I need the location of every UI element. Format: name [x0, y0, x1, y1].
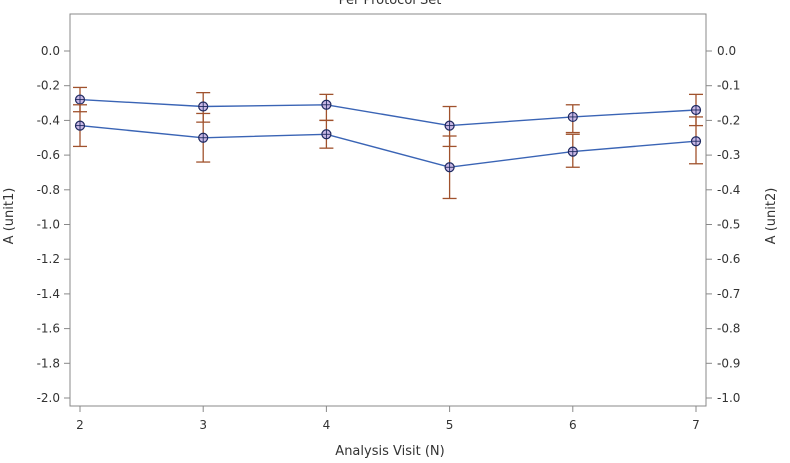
left-axis: 0.0 -0.2 -0.4 -0.6 -0.8 -1.0 -1.2 -1.4 -1.6 -1.8 -… [37, 44, 70, 405]
right-tick-label: -0.1 [717, 79, 740, 93]
right-axis: 0.0 -0.1 -0.2 -0.3 -0.4 -0.5 -0.6 -0.7 -0.8 -0.9 -… [706, 44, 740, 405]
left-tick-label: -0.6 [37, 148, 60, 162]
right-tick-label: -0.4 [717, 183, 740, 197]
right-tick-label: -0.5 [717, 218, 740, 232]
chart-title: Per Protocol Set [339, 0, 442, 8]
data-point [444, 120, 455, 131]
left-tick-label: -0.8 [37, 183, 60, 197]
data-point [321, 99, 332, 110]
left-tick-label: -1.6 [37, 322, 60, 336]
right-tick-label: -0.6 [717, 252, 740, 266]
right-tick-label: 0.0 [717, 44, 736, 58]
left-tick-label: 0.0 [41, 44, 60, 58]
left-tick-label: -1.2 [37, 252, 60, 266]
data-point [74, 120, 86, 131]
data-point [74, 94, 86, 105]
data-point [198, 101, 209, 112]
left-tick-label: -1.8 [37, 356, 60, 370]
x-axis: 2 3 4 5 6 7 [76, 406, 700, 432]
x-tick-label: 7 [692, 418, 700, 432]
series-line [79, 98, 697, 127]
x-tick-label: 5 [446, 418, 454, 432]
x-tick-label: 4 [323, 418, 331, 432]
right-tick-label: -0.8 [717, 322, 740, 336]
left-tick-label: -0.2 [37, 79, 60, 93]
series-line [79, 124, 697, 168]
data-point [567, 146, 578, 157]
y-axis-label-left: A (unit1) [2, 188, 17, 245]
right-tick-label: -0.3 [717, 148, 740, 162]
data-point [690, 136, 702, 147]
x-tick-label: 2 [76, 418, 84, 432]
data-point [567, 111, 578, 123]
series-2 [73, 104, 703, 200]
left-tick-label: -1.0 [37, 218, 60, 232]
plot-area [69, 13, 707, 407]
data-point [321, 129, 332, 140]
right-tick-label: -1.0 [717, 391, 740, 405]
data-point [198, 132, 209, 143]
y-axis-label-right: A (unit2) [764, 188, 779, 245]
left-tick-label: -1.4 [37, 287, 60, 301]
left-tick-label: -2.0 [37, 391, 60, 405]
data-point [444, 162, 455, 173]
x-axis-label: Analysis Visit (N) [335, 444, 444, 459]
data-point [690, 104, 702, 116]
left-tick-label: -0.4 [37, 113, 60, 127]
x-tick-label: 6 [569, 418, 577, 432]
x-tick-label: 3 [199, 418, 207, 432]
right-tick-label: -0.7 [717, 287, 740, 301]
series-layer [73, 86, 703, 200]
right-tick-label: -0.2 [717, 113, 740, 127]
right-tick-label: -0.9 [717, 356, 740, 370]
